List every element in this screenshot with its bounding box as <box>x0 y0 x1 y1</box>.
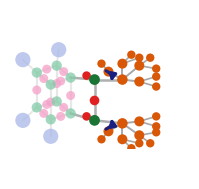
Point <box>55 64 58 67</box>
Point <box>55 82 58 85</box>
Point <box>93 78 96 81</box>
Point <box>42 112 45 115</box>
Point <box>35 88 38 91</box>
Point <box>100 62 103 65</box>
Point <box>21 119 24 122</box>
Point <box>59 80 62 83</box>
Point <box>130 147 133 150</box>
Point <box>155 131 158 134</box>
Point <box>155 125 158 128</box>
Point <box>155 67 158 70</box>
Point <box>121 122 124 125</box>
Point <box>138 120 141 123</box>
Point <box>57 48 60 51</box>
Point <box>100 138 103 141</box>
Point <box>35 71 38 74</box>
Point <box>107 130 110 133</box>
Point <box>149 142 152 145</box>
Point <box>149 56 152 59</box>
Point <box>55 100 58 103</box>
Point <box>49 83 52 86</box>
Point <box>69 76 72 79</box>
Point <box>62 70 65 73</box>
Point <box>93 99 96 102</box>
Point <box>130 53 133 56</box>
Point <box>49 118 52 121</box>
Point <box>45 68 48 71</box>
Point <box>138 56 141 59</box>
Point <box>69 112 72 115</box>
Point <box>121 62 124 65</box>
Point <box>62 106 65 109</box>
Point <box>155 115 158 118</box>
Point <box>93 119 96 122</box>
Point <box>155 75 158 78</box>
Point <box>49 100 52 103</box>
Point <box>42 77 45 80</box>
Point <box>85 115 88 118</box>
Point <box>138 142 141 145</box>
Point <box>45 103 48 106</box>
Point <box>21 58 24 61</box>
Point <box>59 115 62 118</box>
Point <box>69 94 72 97</box>
Point <box>85 74 88 77</box>
Point <box>138 64 141 67</box>
Point <box>155 85 158 88</box>
Point <box>138 80 141 83</box>
Point <box>107 70 110 73</box>
Point <box>138 134 141 137</box>
Point <box>35 106 38 109</box>
Point <box>121 78 124 81</box>
Point <box>49 135 52 138</box>
Point <box>121 138 124 141</box>
